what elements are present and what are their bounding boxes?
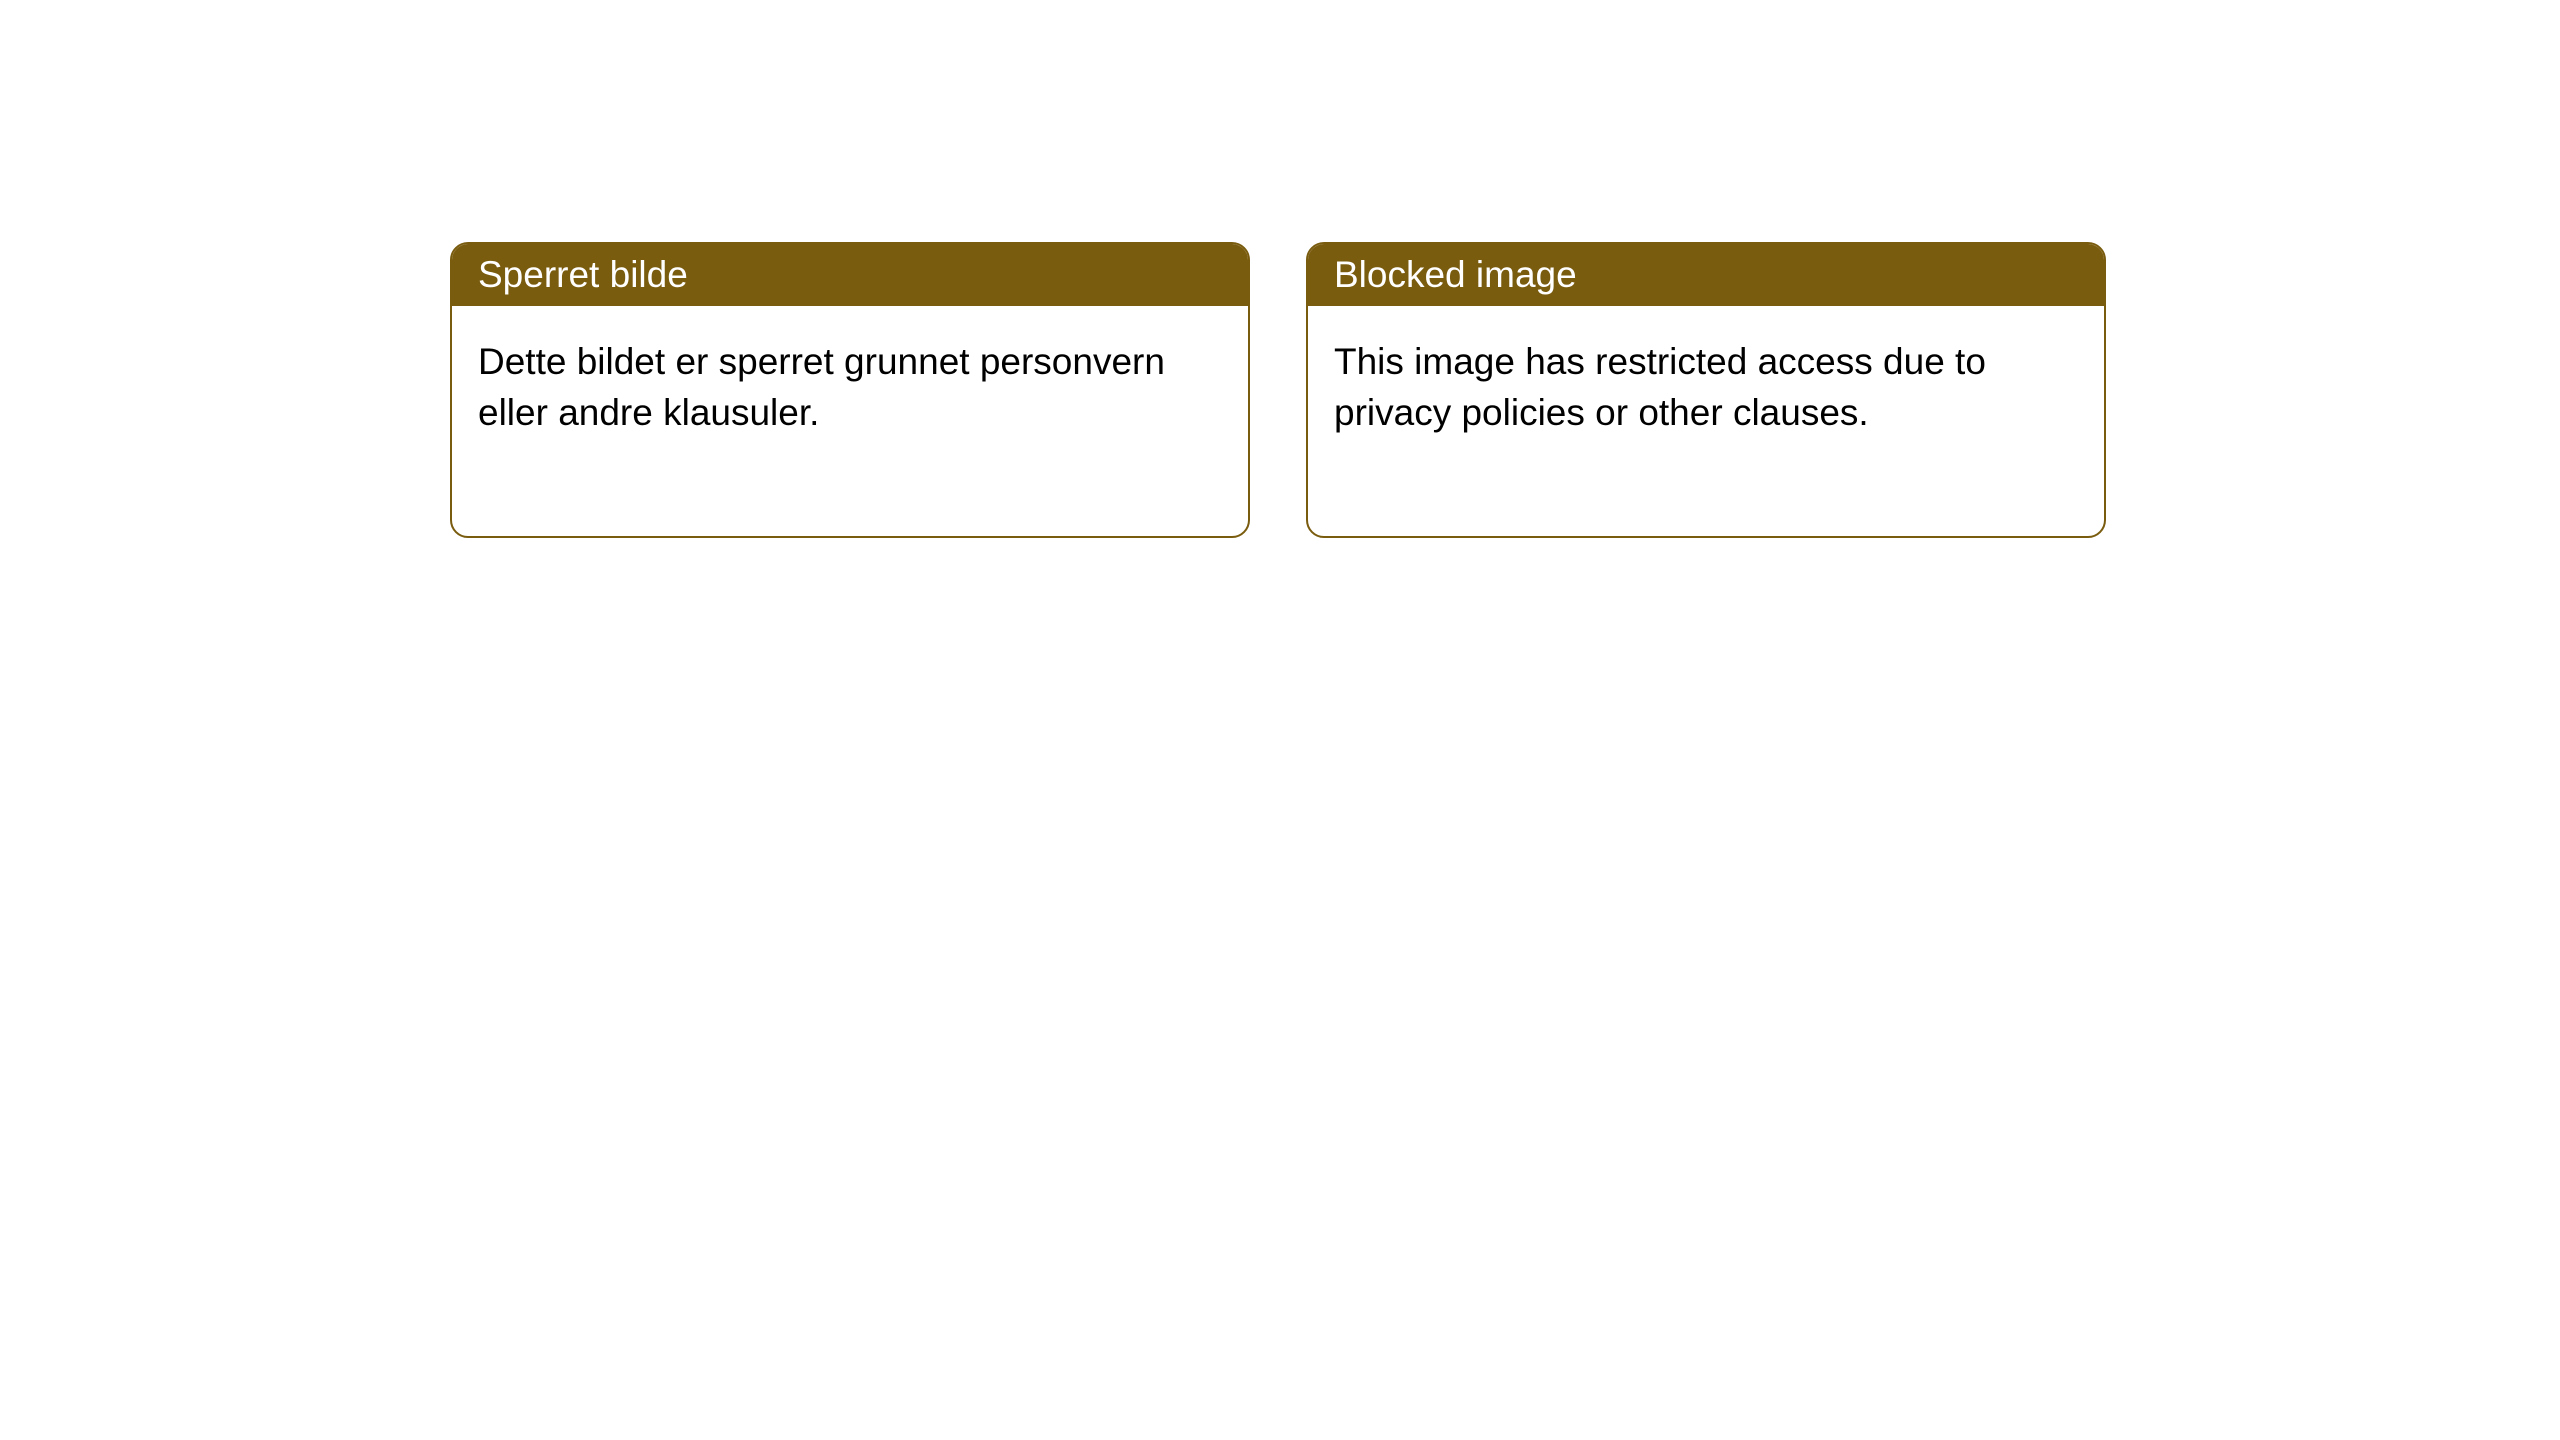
notice-body-english: This image has restricted access due to … <box>1308 306 2104 536</box>
notice-message-english: This image has restricted access due to … <box>1334 341 1986 433</box>
notice-card-norwegian: Sperret bilde Dette bildet er sperret gr… <box>450 242 1250 538</box>
notice-message-norwegian: Dette bildet er sperret grunnet personve… <box>478 341 1165 433</box>
notice-body-norwegian: Dette bildet er sperret grunnet personve… <box>452 306 1248 536</box>
notice-title-norwegian: Sperret bilde <box>478 254 688 295</box>
notice-header-norwegian: Sperret bilde <box>452 244 1248 306</box>
notice-header-english: Blocked image <box>1308 244 2104 306</box>
notice-card-english: Blocked image This image has restricted … <box>1306 242 2106 538</box>
notice-title-english: Blocked image <box>1334 254 1577 295</box>
notice-container: Sperret bilde Dette bildet er sperret gr… <box>450 242 2106 538</box>
